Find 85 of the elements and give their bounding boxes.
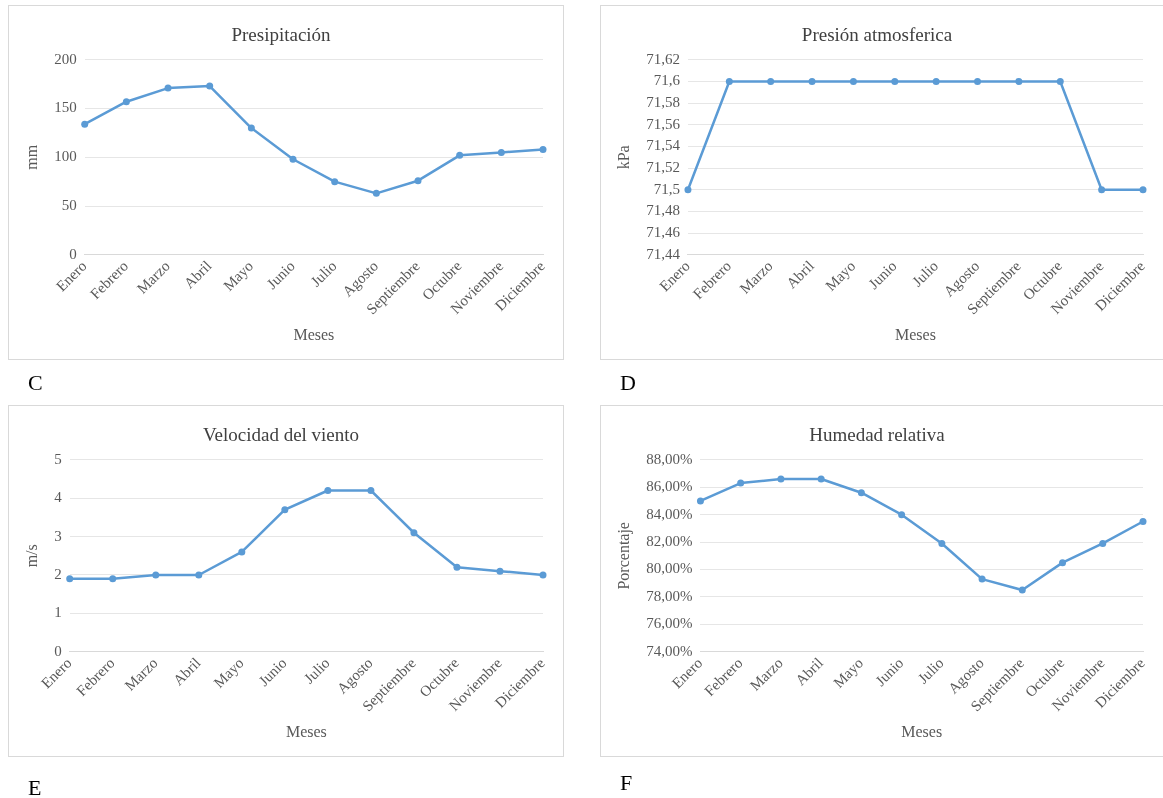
point (164, 84, 172, 92)
y-tick-label: 5 (54, 450, 62, 467)
point (324, 487, 332, 495)
text: E (28, 775, 42, 798)
point (898, 511, 906, 519)
y-tick-label: 1 (54, 604, 62, 621)
y-tick-label: 82,00% (646, 533, 693, 550)
y-tick-label: 200 (54, 50, 77, 67)
point (737, 479, 745, 487)
point (497, 148, 505, 156)
point (496, 567, 504, 575)
point (281, 506, 289, 514)
y-tick-label: 71,46 (646, 224, 681, 241)
point (247, 124, 255, 132)
point (206, 82, 214, 90)
text: C (28, 370, 43, 396)
point (414, 177, 422, 185)
point (453, 563, 461, 571)
y-axis-title: kPa (614, 145, 632, 170)
point (152, 571, 160, 579)
y-tick-label: 0 (69, 245, 77, 262)
y-tick-label: 71,5 (653, 180, 680, 197)
y-tick-label: 4 (54, 489, 63, 506)
point (1059, 559, 1067, 567)
x-axis-title: Meses (285, 722, 327, 740)
y-tick-label: 71,62 (646, 50, 680, 67)
x-axis-title: Meses (901, 722, 943, 740)
x-tick-label: Julio (909, 257, 942, 290)
y-tick-label: 88,00% (646, 450, 693, 467)
y-tick-label: 80,00% (646, 560, 693, 577)
point (122, 98, 130, 106)
point (331, 178, 339, 186)
point (539, 145, 547, 153)
text: D (620, 370, 636, 396)
point (777, 475, 785, 483)
y-axis-title: Porcentaje (614, 522, 633, 590)
point (817, 475, 825, 483)
x-tick-label: Julio (300, 654, 333, 687)
y-tick-label: 0 (54, 642, 62, 659)
y-axis-title: m/s (22, 544, 40, 568)
point (81, 120, 89, 128)
point (195, 571, 203, 579)
point (66, 575, 74, 583)
chart-title: Presipitación (231, 24, 332, 46)
y-tick-label: 71,52 (646, 159, 680, 176)
y-tick-label: 71,44 (646, 245, 681, 262)
point (109, 575, 117, 583)
x-tick-label: Julio (914, 654, 947, 687)
point (1099, 539, 1107, 547)
y-tick-label: 84,00% (646, 505, 693, 522)
y-tick-label: 71,58 (646, 94, 680, 111)
point (1139, 518, 1147, 525)
x-axis-title: Meses (895, 325, 936, 343)
chart-title: Humedad relativa (809, 424, 946, 446)
point (696, 497, 704, 505)
y-tick-label: 71,6 (653, 72, 681, 89)
y-tick-label: 100 (54, 148, 77, 165)
y-tick-label: 50 (61, 196, 77, 213)
point (857, 489, 865, 497)
y-tick-label: 150 (54, 99, 77, 116)
point (938, 539, 946, 547)
point (1018, 586, 1026, 594)
chart-title: Velocidad del viento (202, 424, 360, 446)
y-tick-label: 76,00% (646, 615, 693, 632)
y-tick-label: 86,00% (646, 478, 693, 495)
point (456, 151, 464, 159)
y-tick-label: 71,54 (646, 137, 681, 154)
point (372, 189, 380, 197)
point (978, 575, 986, 583)
y-tick-label: 78,00% (646, 587, 693, 604)
point (539, 571, 547, 579)
point (238, 548, 246, 556)
y-tick-label: 71,56 (646, 115, 681, 132)
y-axis-title: mm (22, 144, 40, 170)
x-tick-label: Julio (307, 257, 340, 290)
point (367, 487, 375, 495)
y-tick-label: 74,00% (646, 642, 693, 659)
y-tick-label: 3 (54, 527, 62, 544)
y-tick-label: 2 (54, 565, 62, 582)
y-tick-label: 71,48 (646, 202, 680, 219)
x-axis-title: Meses (293, 325, 335, 343)
point (289, 155, 297, 163)
point (410, 529, 418, 537)
chart-title: Presión atmosferica (801, 24, 953, 46)
text: F (620, 770, 633, 796)
